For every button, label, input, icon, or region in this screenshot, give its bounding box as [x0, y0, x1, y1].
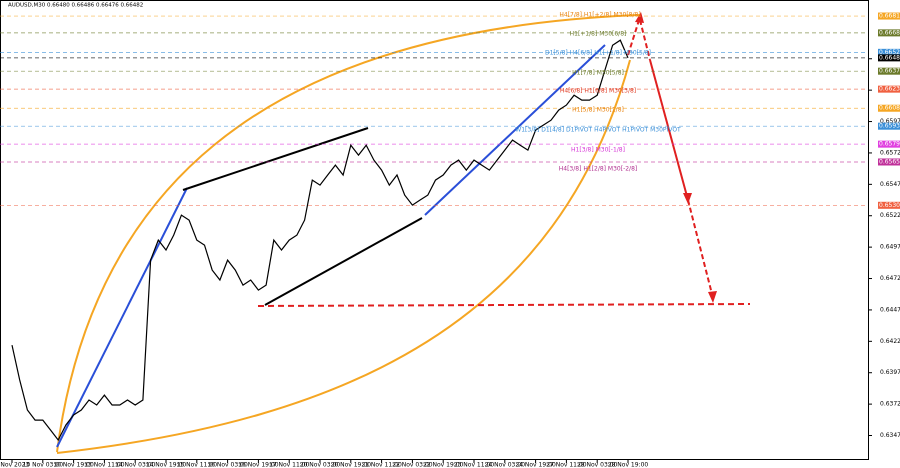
- x-tick-label: 22 Nov 19:00: [423, 462, 464, 468]
- arrow-head: [708, 291, 717, 303]
- y-tick-label: 0.65725: [880, 149, 900, 156]
- level-label: 0.66526: [879, 49, 900, 56]
- level-annotation: H4[6/8] H1[6/8] M30[3/8]: [560, 88, 636, 95]
- x-tick-label: 20 Nov 03:00: [300, 462, 341, 468]
- forecast-arrow: [639, 19, 651, 61]
- x-tick-label: 13 Nov 11:00: [84, 462, 125, 468]
- trend-line: [424, 44, 606, 216]
- x-tick-label: 22 Nov 03:00: [392, 462, 433, 468]
- level-annotation: H4[3/8] H1[2/8] M30[-2/8]: [559, 166, 637, 173]
- level-label-box: [878, 140, 900, 148]
- level-label-box: [878, 158, 900, 166]
- x-tick-label: 16 Nov 19:00: [238, 462, 279, 468]
- level-label: 0.65795: [879, 141, 900, 148]
- x-tick-label: 27 Nov 11:00: [546, 462, 587, 468]
- y-tick-label: 0.65475: [880, 181, 900, 188]
- arrow-head: [683, 193, 692, 204]
- x-tick-label: 16 Nov 03:00: [207, 462, 248, 468]
- channel-line: [264, 217, 423, 306]
- x-tick-label: 15 Nov 11:00: [177, 462, 218, 468]
- level-label: 0.66815: [879, 13, 900, 20]
- level-label: 0.66681: [879, 29, 900, 36]
- y-tick-label: 0.64975: [880, 244, 900, 251]
- y-tick-label: 0.65225: [880, 212, 900, 219]
- x-tick-label: 10 Nov 03:00: [23, 462, 64, 468]
- level-label: 0.65938: [879, 123, 900, 130]
- level-annotation: D1[5/8] H4[6/8] H1[+1/8] M30[5/8]: [545, 50, 651, 57]
- y-tick-label: 0.63475: [880, 432, 900, 439]
- x-tick-label: 23 Nov 11:00: [454, 462, 495, 468]
- x-tick-label: 21 Nov 11:00: [361, 462, 402, 468]
- level-annotation: H1[7/8] M30[5/8]: [572, 70, 624, 77]
- x-tick-label: 14 Nov 19:00: [146, 462, 187, 468]
- level-label: 0.65308: [879, 202, 900, 209]
- y-tick-label: 0.64475: [880, 306, 900, 313]
- level-label: 0.66376: [879, 68, 900, 75]
- y-tick-label: 0.64225: [880, 338, 900, 345]
- level-label-box: [878, 29, 900, 37]
- plot-frame: [0, 0, 869, 460]
- level-label-box: [878, 201, 900, 209]
- chart-title: AUDUSD,M30 0.66480 0.66486 0.66476 0.664…: [8, 3, 143, 9]
- level-label: 0.66233: [879, 86, 900, 93]
- x-tick-label: 20 Nov 19:00: [331, 462, 372, 468]
- level-label-box: [878, 48, 900, 56]
- trend-line: [56, 187, 188, 448]
- arc-upper: [56, 14, 641, 453]
- price-line: [11, 39, 629, 442]
- x-tick-label: 10 Nov 19:00: [53, 462, 94, 468]
- level-label-box: [878, 54, 900, 62]
- target-line: [257, 303, 751, 307]
- x-tick-label: 17 Nov 11:00: [269, 462, 310, 468]
- forecast-arrow: [627, 16, 641, 56]
- x-tick-label: 24 Nov 03:00: [485, 462, 526, 468]
- level-label-box: [878, 67, 900, 75]
- y-tick-label: 0.65975: [880, 118, 900, 125]
- level-label-box: [878, 12, 900, 20]
- level-label-box: [878, 104, 900, 112]
- x-tick-label: 24 Nov 19:00: [515, 462, 556, 468]
- level-label: 0.66482: [879, 54, 900, 61]
- level-annotation: H1[3/8] M30[-1/8]: [571, 147, 625, 154]
- level-annotation: W1[3/8] D1[4/8] D1PIVOT H4PIVOT H1PIVOT …: [515, 127, 681, 134]
- level-annotation: H1[+1/8] M30[6/8]: [570, 31, 627, 38]
- y-tick-label: 0.63725: [880, 401, 900, 408]
- x-tick-label: 28 Nov 19:00: [608, 462, 649, 468]
- arc-lower: [56, 59, 631, 454]
- x-tick-label: 28 Nov 03:00: [577, 462, 618, 468]
- forecast-arrow: [687, 199, 714, 299]
- forecast-arrow: [649, 59, 689, 201]
- level-annotation: H1[5/8] M30[1/8]: [572, 107, 624, 114]
- level-label: 0.65653: [879, 158, 900, 165]
- channel-line: [182, 127, 369, 191]
- y-tick-label: 0.63975: [880, 369, 900, 376]
- level-label-box: [878, 122, 900, 130]
- y-tick-label: 0.64725: [880, 275, 900, 282]
- x-tick-label: 9 Nov 2023: [0, 462, 29, 468]
- x-tick-label: 14 Nov 03:00: [115, 462, 156, 468]
- level-label-box: [878, 85, 900, 93]
- level-annotation: H4[7/8] H1[+2/8] M30[8/8]: [559, 12, 640, 19]
- level-label: 0.66081: [879, 105, 900, 112]
- arrow-head: [635, 12, 644, 23]
